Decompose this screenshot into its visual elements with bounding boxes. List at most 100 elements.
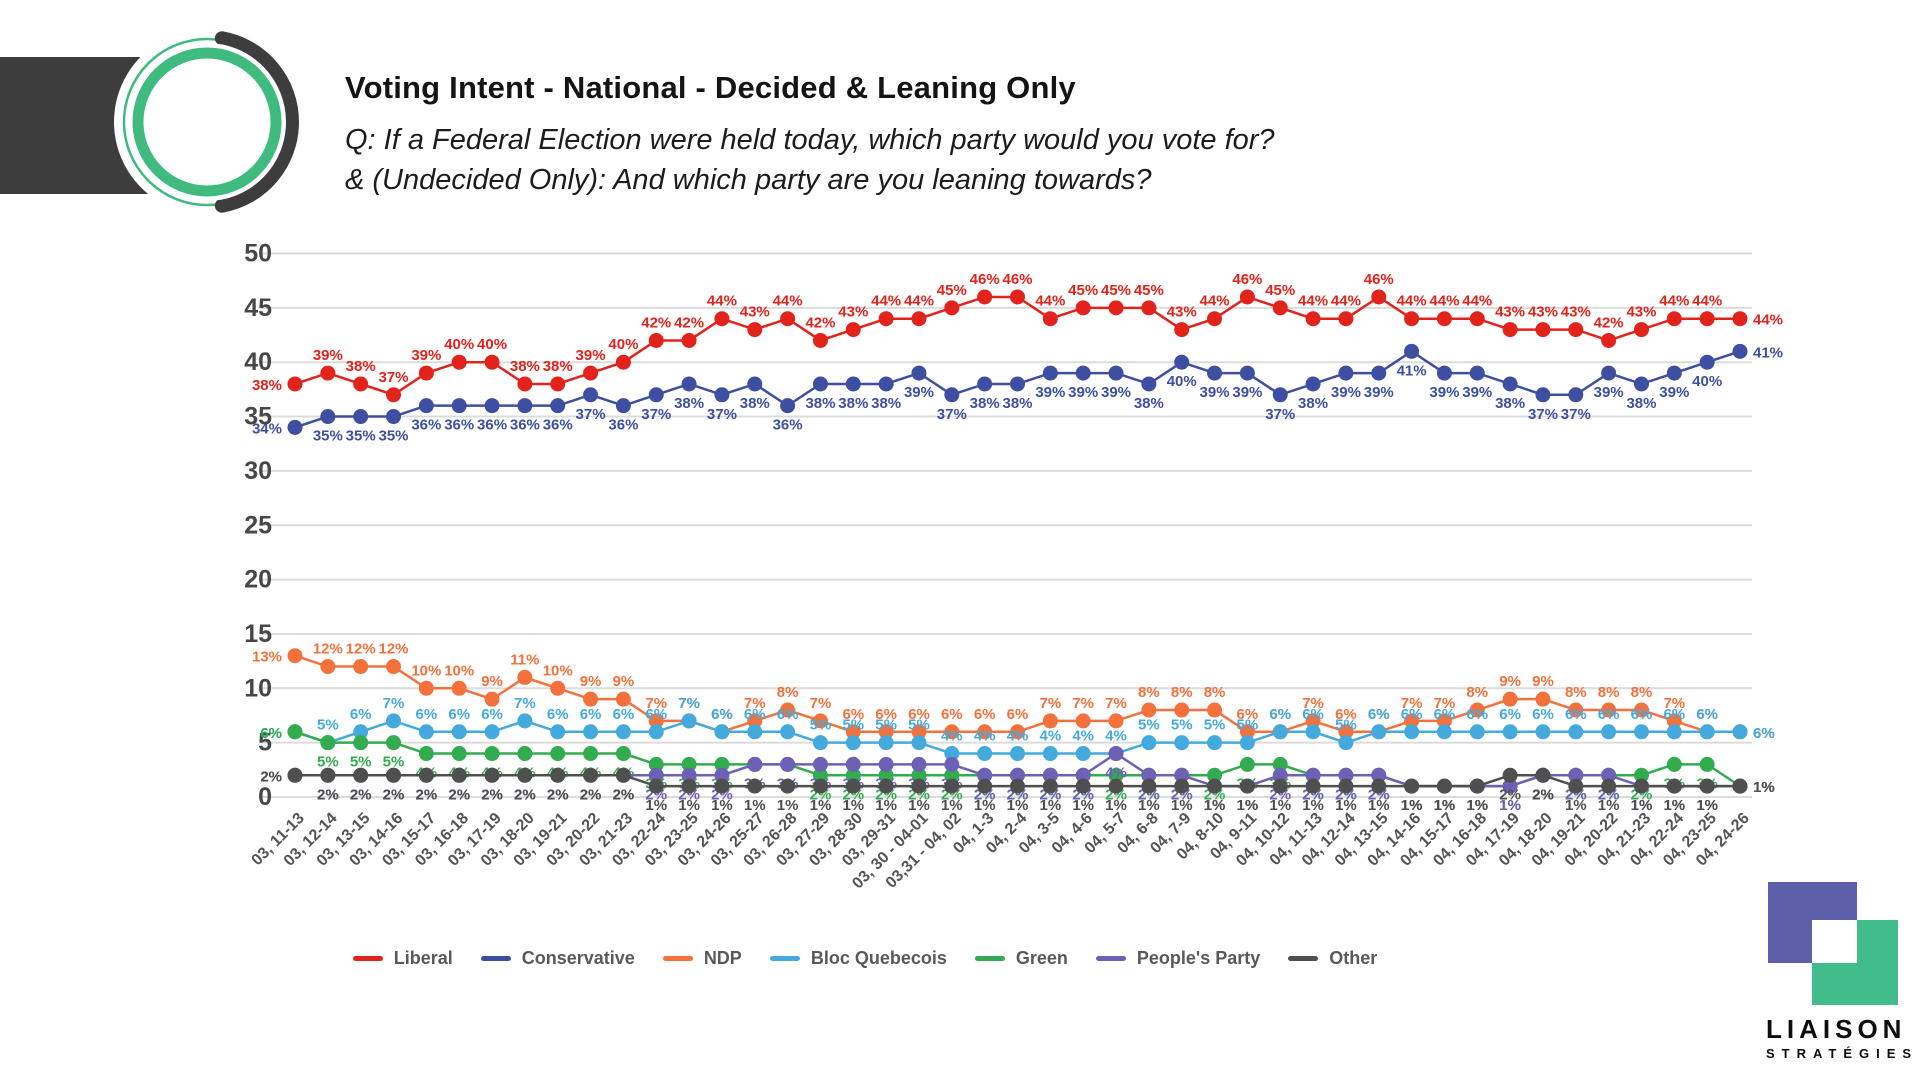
data-label: 38%	[805, 395, 835, 412]
data-label: 5%	[908, 717, 930, 734]
data-label: 38%	[1298, 395, 1328, 412]
data-label: 5%	[317, 754, 339, 771]
data-point	[451, 767, 467, 783]
data-label: 6%	[908, 706, 930, 723]
data-label: 9%	[481, 673, 503, 690]
data-label: 6%	[1753, 725, 1775, 742]
data-label: 1%	[1565, 797, 1587, 814]
data-point	[944, 724, 960, 740]
data-label: 46%	[1002, 271, 1032, 288]
data-point	[714, 387, 730, 403]
data-label: 40%	[444, 336, 474, 353]
data-point	[1436, 778, 1452, 794]
data-label: 42%	[1594, 314, 1624, 331]
data-label: 6%	[547, 706, 569, 723]
data-point	[484, 746, 500, 762]
data-point	[1568, 702, 1584, 718]
data-label: 44%	[1692, 293, 1722, 310]
data-label: 7%	[678, 695, 700, 712]
data-point	[780, 724, 796, 740]
data-label: 6%	[711, 706, 733, 723]
data-point	[1141, 735, 1157, 751]
data-label: 2%	[514, 786, 536, 803]
data-label: 6%	[1696, 706, 1718, 723]
data-point	[845, 756, 861, 772]
data-point	[418, 746, 434, 762]
data-label: 39%	[313, 347, 343, 364]
y-tick-label: 45	[244, 294, 272, 322]
data-label: 42%	[641, 314, 671, 331]
data-point	[845, 767, 861, 783]
data-point	[1272, 778, 1288, 794]
data-label: 38%	[252, 377, 282, 394]
data-point	[583, 767, 599, 783]
data-label: 1%	[1204, 797, 1226, 814]
data-point	[1404, 713, 1420, 729]
data-label: 36%	[411, 417, 441, 434]
data-label: 39%	[1200, 384, 1230, 401]
data-point	[747, 756, 763, 772]
data-point	[615, 691, 631, 707]
data-label: 1%	[1499, 797, 1521, 814]
data-point	[648, 387, 664, 403]
legend-item-green: Green	[974, 948, 1068, 969]
data-label: 6%	[1269, 706, 1291, 723]
data-label: 39%	[1594, 384, 1624, 401]
data-label: 13%	[252, 649, 282, 666]
data-point	[747, 322, 763, 338]
data-label: 10%	[444, 662, 474, 679]
data-point	[812, 332, 828, 348]
data-label: 8%	[1204, 684, 1226, 701]
data-label: 6%	[1237, 706, 1259, 723]
data-label: 5%	[842, 717, 864, 734]
data-point	[1535, 691, 1551, 707]
legend-label: Green	[1015, 948, 1068, 968]
data-point	[1601, 702, 1617, 718]
data-point	[1141, 702, 1157, 718]
data-label: 44%	[1298, 293, 1328, 310]
data-label: 6%	[1565, 706, 1587, 723]
data-point	[451, 354, 467, 370]
data-label: 7%	[383, 695, 405, 712]
data-point	[1371, 778, 1387, 794]
data-point	[517, 376, 533, 392]
data-point	[845, 724, 861, 740]
y-tick-label: 20	[244, 566, 272, 594]
data-label: 38%	[970, 395, 1000, 412]
data-label: 38%	[674, 395, 704, 412]
legend-label: Liberal	[393, 948, 453, 968]
data-point	[845, 322, 861, 338]
data-point	[714, 756, 730, 772]
data-point	[1239, 289, 1255, 305]
data-point	[451, 398, 467, 414]
data-point	[747, 376, 763, 392]
data-label: 36%	[543, 417, 573, 434]
data-label: 6%	[1434, 706, 1456, 723]
data-point	[977, 778, 993, 794]
data-point	[1207, 778, 1223, 794]
data-label: 1%	[1401, 797, 1423, 814]
data-point	[1338, 778, 1354, 794]
data-label: 2%	[514, 786, 536, 803]
data-point	[1436, 311, 1452, 327]
data-point	[1371, 724, 1387, 740]
data-point	[1568, 322, 1584, 338]
data-label: 1%	[1631, 797, 1653, 814]
data-point	[911, 311, 927, 327]
data-point	[747, 778, 763, 794]
data-point	[1502, 724, 1518, 740]
series-conservative: 34% 35% 35% 35%36% 36% 36% 36% 36%37%36%37%38%3…	[252, 343, 1783, 445]
data-label: 40%	[1692, 373, 1722, 390]
data-label: 1%	[678, 797, 700, 814]
data-point	[1272, 724, 1288, 740]
data-label: 1%	[842, 797, 864, 814]
data-label: 6%	[1007, 706, 1029, 723]
data-point	[353, 409, 369, 425]
data-label: 35%	[379, 428, 409, 445]
logo-gap-ring	[128, 43, 286, 201]
data-point	[911, 778, 927, 794]
data-point	[1305, 713, 1321, 729]
data-label: 1%	[1138, 797, 1160, 814]
data-label: 1%	[1753, 779, 1775, 796]
data-label: 39%	[1462, 384, 1492, 401]
